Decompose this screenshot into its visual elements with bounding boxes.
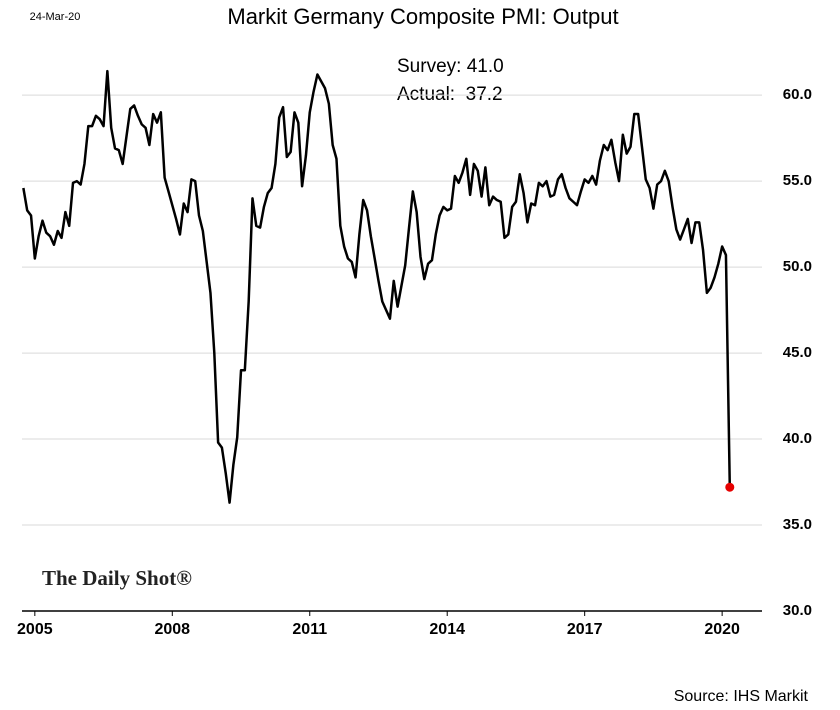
logo: The Daily Shot® [42,566,192,590]
chart-title: Markit Germany Composite PMI: Output [227,4,618,29]
x-tick-label: 2008 [154,621,190,638]
y-tick-label: 40.0 [783,430,812,447]
x-tick-label: 2011 [292,621,327,638]
y-tick-label: 30.0 [783,602,812,619]
line [22,69,732,504]
x-tick-label: 2017 [567,621,603,638]
annotation: Survey: 41.0 [397,56,504,77]
date-label: 24-Mar-20 [30,11,81,23]
x-tick-label: 2005 [17,621,53,638]
y-tick-label: 60.0 [783,86,812,103]
y-tick-label: 35.0 [783,516,812,533]
y-tick-label: 55.0 [783,172,812,189]
y-tick-label: 50.0 [783,258,812,275]
last-point [725,482,735,492]
x-tick-label: 2020 [704,621,740,638]
y-tick-label: 45.0 [783,344,812,361]
source: Source: IHS Markit [674,688,809,705]
x-tick-label: 2014 [429,621,465,638]
annotation: Actual: 37.2 [397,84,503,105]
